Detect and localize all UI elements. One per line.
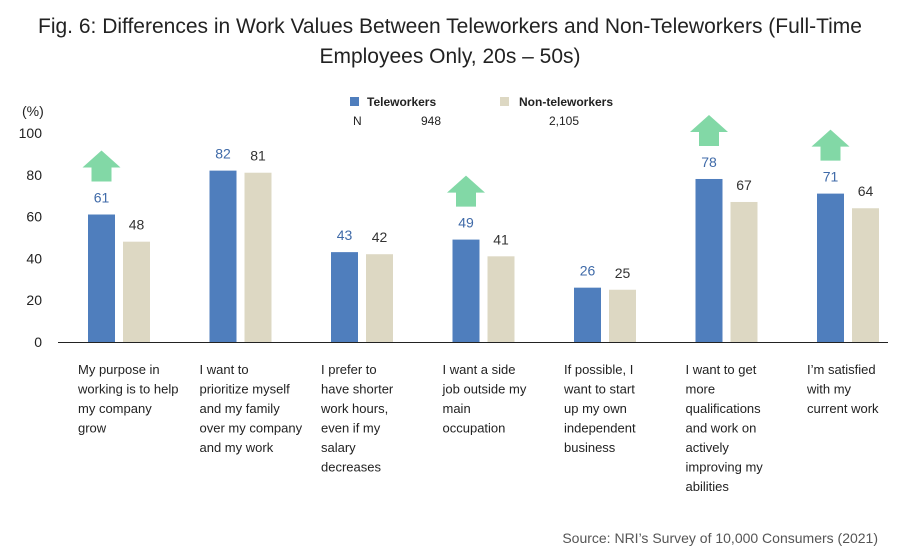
data-label-non-teleworkers: 41: [493, 231, 509, 247]
category-label-line: My purpose in: [78, 362, 160, 377]
category-label-line: want to start: [563, 382, 635, 397]
y-tick-label: 100: [19, 125, 43, 141]
data-label-non-teleworkers: 81: [250, 148, 266, 164]
category-label-line: current work: [807, 401, 879, 416]
legend-label-teleworkers: Teleworkers: [367, 95, 436, 109]
n-value-teleworkers: 948: [421, 114, 441, 128]
category-label-line: over my company: [200, 421, 303, 436]
data-label-non-teleworkers: 67: [736, 177, 752, 193]
category-label-line: and my family: [200, 401, 281, 416]
up-arrow-icon: [811, 129, 850, 161]
bar-non-teleworkers: [123, 241, 150, 342]
category-label-line: I’m satisfied: [807, 362, 876, 377]
up-arrow-icon: [690, 114, 728, 146]
bar-teleworkers: [695, 178, 723, 342]
category-label-line: prioritize myself: [200, 382, 291, 397]
category-label-line: work hours,: [320, 401, 388, 416]
category-label-line: actively: [686, 440, 730, 455]
y-tick-label: 80: [26, 167, 42, 183]
category-label-line: independent: [564, 421, 636, 436]
legend-swatch-non-teleworkers: [500, 97, 509, 106]
y-tick-label: 60: [26, 209, 42, 225]
data-label-non-teleworkers: 48: [129, 217, 145, 233]
data-label-teleworkers: 26: [580, 263, 596, 279]
y-tick-label: 20: [26, 292, 42, 308]
category-label-line: working is to help: [77, 382, 178, 397]
chart-title: Fig. 6: Differences in Work Values Betwe…: [0, 12, 900, 72]
bar-non-teleworkers: [487, 256, 515, 342]
category-label-line: If possible, I: [564, 362, 633, 377]
category-label-line: I prefer to: [321, 362, 377, 377]
data-label-teleworkers: 71: [823, 169, 839, 185]
category-label: I’m satisfied with my current work: [806, 362, 879, 416]
data-label-teleworkers: 78: [701, 154, 717, 170]
n-label: N: [353, 114, 362, 128]
data-label-teleworkers: 43: [337, 227, 353, 243]
bar-non-teleworkers: [244, 172, 272, 342]
category-label-line: job outside my: [442, 382, 527, 397]
source-note: Source: NRI’s Survey of 10,000 Consumers…: [562, 530, 878, 546]
y-axis-unit-label: (%): [22, 103, 44, 119]
data-label-teleworkers: 61: [94, 190, 110, 206]
category-label: I want to get more qualifications and work …: [686, 362, 764, 494]
category-label-line: main: [443, 401, 471, 416]
category-label-line: and my work: [200, 440, 274, 455]
data-label-non-teleworkers: 42: [372, 229, 388, 245]
bar-non-teleworkers: [609, 289, 636, 342]
category-label-line: I want to get: [686, 362, 757, 377]
n-value-non-teleworkers: 2,105: [549, 114, 579, 128]
data-label-non-teleworkers: 25: [615, 265, 631, 281]
category-label-line: up my own: [564, 401, 627, 416]
category-label-line: and work on: [686, 421, 757, 436]
category-label-line: grow: [78, 421, 107, 436]
bar-teleworkers: [817, 193, 844, 342]
bar-non-teleworkers: [730, 201, 758, 342]
category-label-line: I want to: [200, 362, 249, 377]
category-label-line: qualifications: [686, 401, 762, 416]
category-label: If possible, I want to start up my own inde…: [563, 362, 636, 455]
category-label-line: have shorter: [321, 382, 394, 397]
category-label: I prefer to have shorter work hours, even i…: [320, 362, 394, 475]
legend-swatch-teleworkers: [350, 97, 359, 106]
legend-label-non-teleworkers: Non-teleworkers: [519, 95, 613, 109]
bar-teleworkers: [452, 239, 480, 342]
chart-title-line-1: Fig. 6: Differences in Work Values Betwe…: [38, 15, 862, 38]
bar-non-teleworkers: [852, 208, 879, 342]
category-label-line: abilities: [686, 479, 730, 494]
data-label-non-teleworkers: 64: [858, 183, 874, 199]
category-label-line: salary: [321, 440, 356, 455]
bar-non-teleworkers: [366, 254, 393, 342]
category-label-line: decreases: [321, 460, 381, 475]
bar-teleworkers: [88, 214, 115, 342]
chart-title-line-2: Employees Only, 20s – 50s): [319, 45, 581, 68]
category-label-line: improving my: [686, 460, 764, 475]
category-label-line: my company: [78, 401, 152, 416]
bar-teleworkers: [331, 252, 358, 342]
category-label: I want a side job outside my main occupatio…: [442, 362, 527, 436]
category-label-line: occupation: [443, 421, 506, 436]
y-tick-label: 40: [26, 250, 42, 266]
category-label: My purpose in working is to help my compan…: [77, 362, 178, 436]
category-label-line: even if my: [321, 421, 381, 436]
up-arrow-icon: [82, 150, 121, 182]
category-label: I want to prioritize myself and my family o…: [200, 362, 303, 455]
category-label-line: I want a side: [443, 362, 516, 377]
y-tick-label: 0: [34, 334, 42, 350]
bar-teleworkers: [574, 287, 601, 342]
category-label-line: with my: [806, 382, 852, 397]
data-label-teleworkers: 82: [215, 146, 231, 162]
up-arrow-icon: [447, 175, 485, 207]
category-label-line: more: [686, 382, 716, 397]
bar-teleworkers: [209, 170, 237, 342]
category-label-line: business: [564, 440, 616, 455]
data-label-teleworkers: 49: [458, 215, 474, 231]
